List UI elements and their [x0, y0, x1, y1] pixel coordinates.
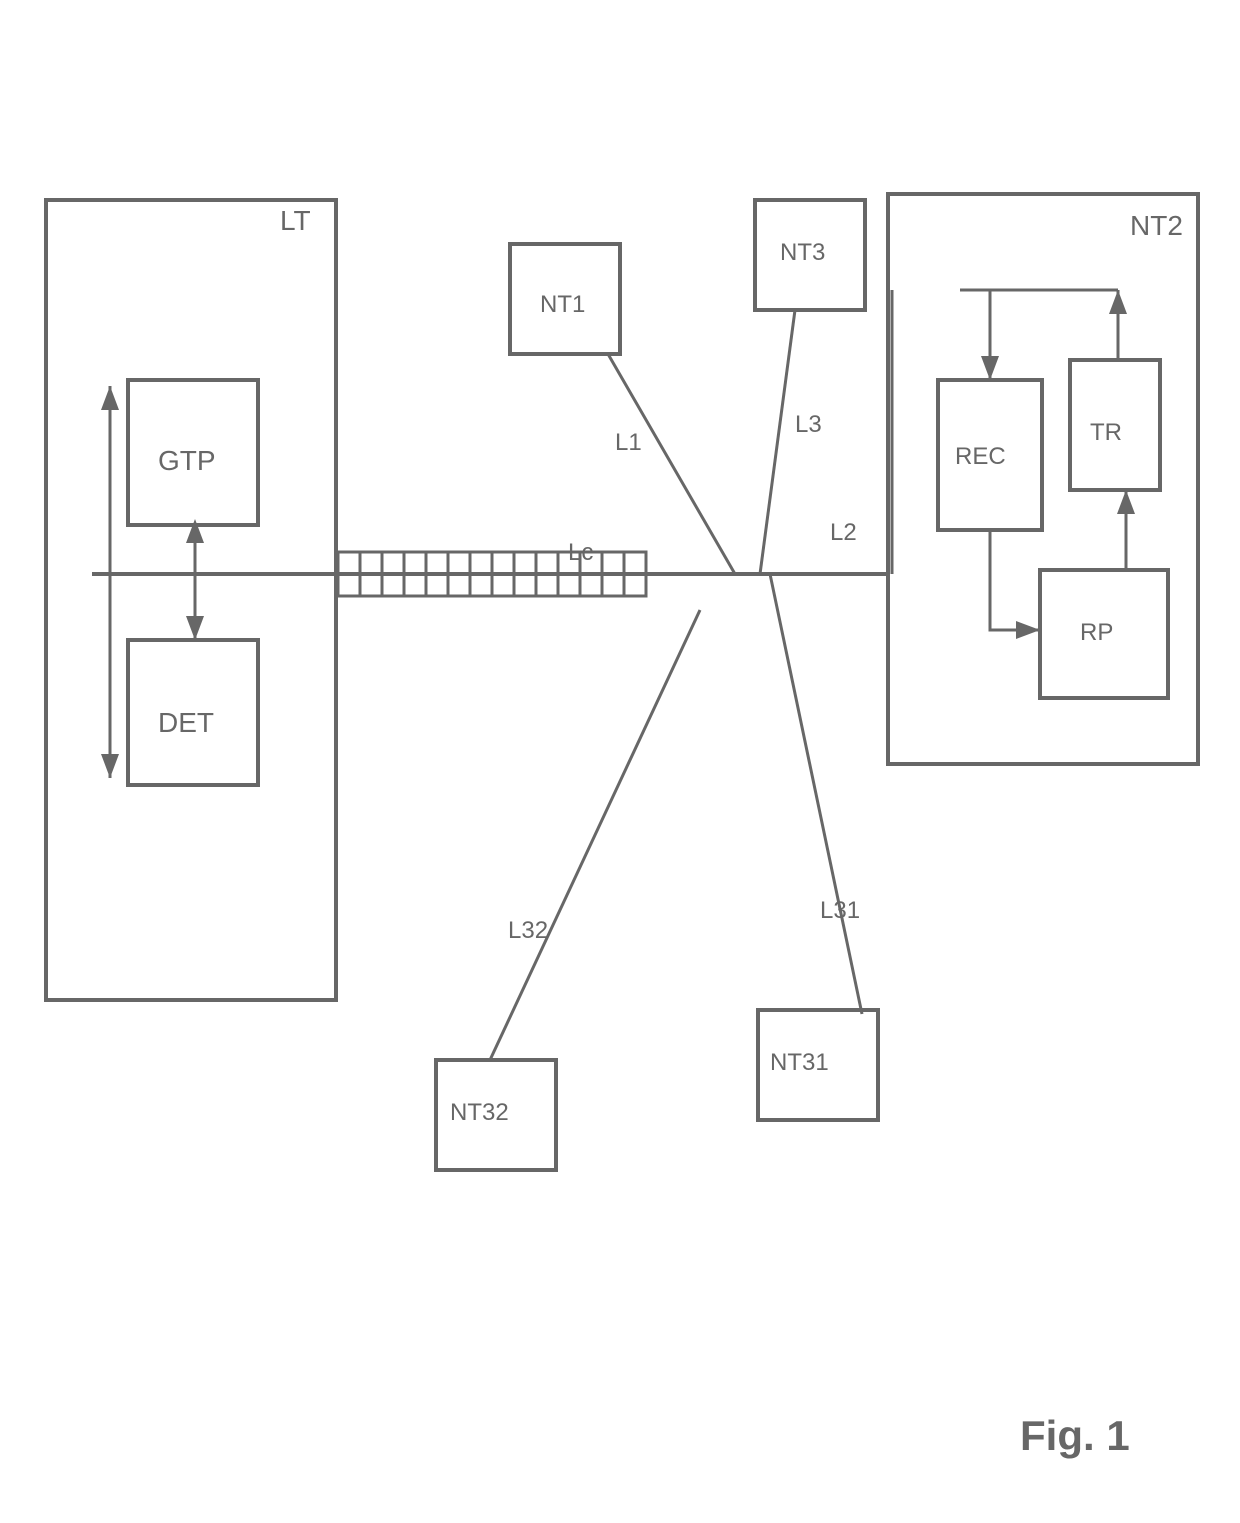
nt2-label: NT2 [1130, 210, 1183, 241]
tr-label: TR [1090, 419, 1122, 446]
l3-label: L3 [795, 411, 822, 438]
l32-label: L32 [508, 917, 548, 944]
l3-line [760, 310, 795, 574]
det-label: DET [158, 707, 214, 738]
l31-line [770, 574, 862, 1014]
gtp-label: GTP [158, 445, 216, 476]
l2-label: L2 [830, 519, 857, 546]
l31-label: L31 [820, 897, 860, 924]
nt32-label: NT32 [450, 1099, 509, 1126]
rp-label: RP [1080, 619, 1113, 646]
l1-line [608, 354, 735, 574]
l32-line [490, 610, 700, 1060]
nt1-label: NT1 [540, 291, 585, 318]
lc-label: Lc [568, 539, 593, 566]
figure-caption: Fig. 1 [1020, 1412, 1130, 1459]
lt-label: LT [280, 205, 311, 236]
rec-to-rp [990, 530, 1040, 630]
rec-label: REC [955, 443, 1006, 470]
l1-label: L1 [615, 429, 642, 456]
lt-box [46, 200, 336, 1000]
nt3-label: NT3 [780, 239, 825, 266]
nt31-label: NT31 [770, 1049, 829, 1076]
